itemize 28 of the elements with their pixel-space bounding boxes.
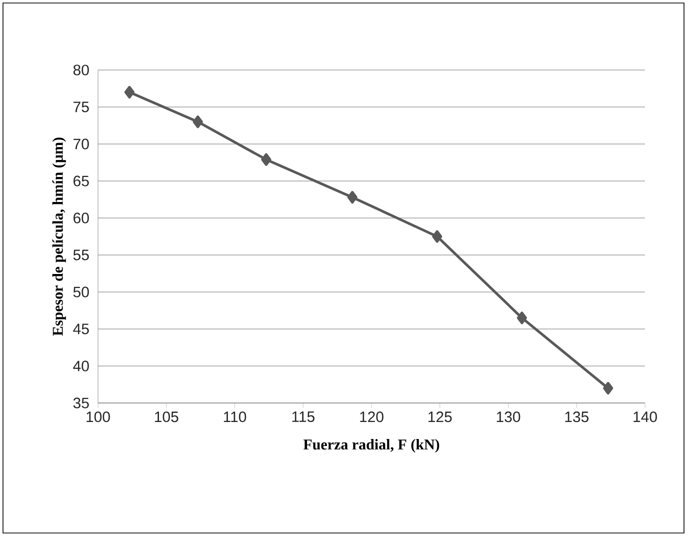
- x-tick-label: 125: [428, 412, 452, 422]
- point: [432, 230, 442, 243]
- x-axis-title: Fuerza radial, F (kN): [303, 439, 440, 453]
- y-axis-title: Espesor de película, hmín (µm): [52, 138, 66, 336]
- point: [347, 190, 358, 204]
- point: [603, 382, 614, 394]
- x-tick-label: 105: [155, 412, 178, 422]
- y-tick-label: 80: [73, 64, 89, 76]
- y-tick-label: 45: [73, 324, 89, 334]
- y-tick-label: 60: [74, 212, 89, 224]
- x-tick-label: 115: [292, 412, 314, 422]
- y-tick-label: 70: [74, 138, 89, 150]
- point: [192, 116, 203, 128]
- x-tick-label: 135: [565, 412, 589, 422]
- x-tick-label: 110: [224, 412, 246, 422]
- y-tick-label: 40: [73, 360, 89, 372]
- x-tick-label: 140: [634, 412, 657, 422]
- x-tick-label: 100: [86, 412, 110, 422]
- point: [124, 86, 135, 98]
- y-tick-label: 35: [73, 398, 89, 408]
- y-tick-label: 55: [73, 250, 89, 260]
- x-tick-label: 120: [360, 412, 384, 422]
- y-tick-label: 65: [74, 176, 89, 186]
- y-tick-label: 75: [74, 102, 89, 112]
- x-tick-label: 130: [496, 412, 520, 422]
- point: [261, 153, 272, 166]
- y-tick-label: 50: [73, 286, 89, 298]
- point: [516, 312, 527, 324]
